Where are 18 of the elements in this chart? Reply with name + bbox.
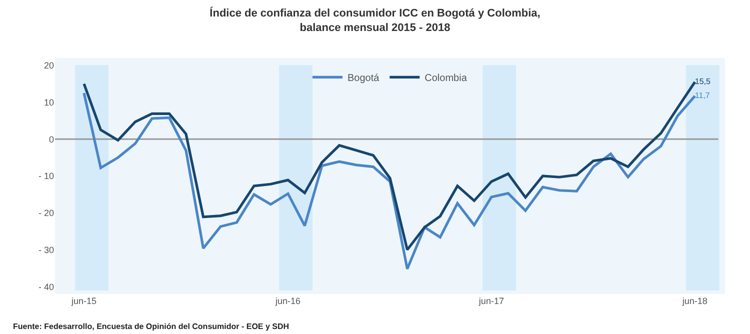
y-tick-label: 10 bbox=[44, 97, 54, 108]
legend-label: Colombia bbox=[424, 73, 468, 84]
y-tick-label: - 40 bbox=[38, 282, 54, 292]
data-label: 15,5 bbox=[694, 76, 712, 86]
y-tick-label: 20 bbox=[44, 60, 54, 71]
y-tick-label: - 10 bbox=[38, 171, 54, 182]
data-label: 11,7 bbox=[694, 90, 710, 100]
y-tick-label: 0 bbox=[48, 134, 54, 144]
source-note: Fuente: Fedesarrollo, Encuesta de Opinión del Consumidor - EOE y SDH bbox=[13, 322, 290, 331]
x-tick-label: jun-18 bbox=[681, 296, 708, 306]
x-tick-label: jun-17 bbox=[478, 296, 504, 306]
y-tick-label: - 20 bbox=[38, 208, 54, 218]
line-series bbox=[82, 92, 696, 270]
x-tick-label: jun-15 bbox=[70, 296, 97, 306]
chart-title: Índice de confianza del consumidor ICC en Bogotá y Colombia, balance mensual 2015 - 2018 bbox=[210, 6, 540, 34]
y-tick-label: - 30 bbox=[38, 244, 54, 255]
legend-label: Bogotá bbox=[348, 73, 380, 84]
x-tick-label: jun-16 bbox=[274, 296, 301, 306]
